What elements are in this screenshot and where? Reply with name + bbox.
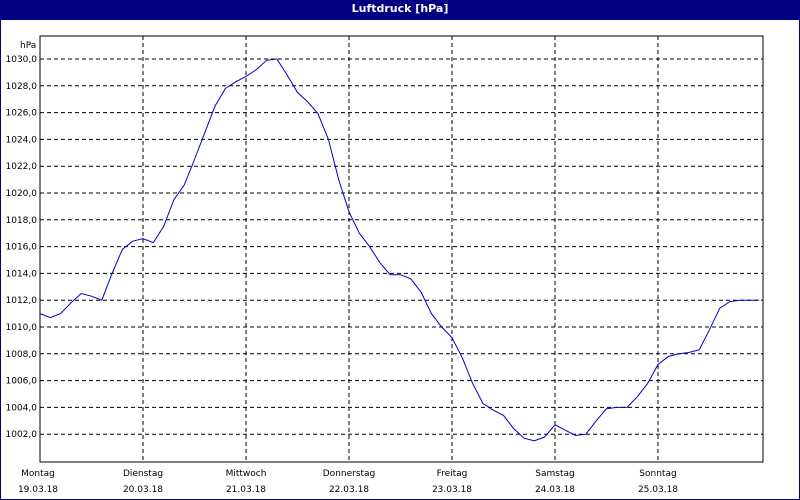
x-tick-day-label: Samstag: [535, 469, 574, 479]
y-axis-unit-label: hPa: [20, 41, 36, 51]
x-tick-date-label: 25.03.18: [638, 485, 678, 495]
y-tick-label: 1014,0: [6, 269, 38, 279]
x-tick-day-label: Mittwoch: [226, 469, 267, 479]
grid: [40, 36, 763, 462]
y-axis-labels: 1030,0 1028,0 1026,0 1024,0 1022,0 1020,0 1018…: [6, 55, 38, 440]
y-tick-label: 1026,0: [6, 109, 38, 119]
y-tick-label: 1002,0: [6, 430, 38, 440]
x-tick-day-label: Montag: [21, 469, 55, 479]
y-tick-label: 1024,0: [6, 135, 38, 145]
plot-area-border: [39, 35, 764, 463]
y-tick-label: 1006,0: [6, 377, 38, 387]
x-tick-day-label: Freitag: [437, 469, 468, 479]
x-tick-date-label: 21.03.18: [226, 485, 266, 495]
y-tick-label: 1010,0: [6, 323, 38, 333]
x-tick-date-label: 24.03.18: [535, 485, 575, 495]
y-tick-label: 1030,0: [6, 55, 38, 65]
y-tick-label: 1022,0: [6, 162, 38, 172]
y-tick-label: 1018,0: [6, 216, 38, 226]
y-tick-label: 1028,0: [6, 82, 38, 92]
x-tick-day-label: Donnerstag: [323, 469, 376, 479]
chart-title: Luftdruck [hPa]: [0, 0, 800, 20]
x-axis-labels: Montag 19.03.18 Dienstag 20.03.18 Mittwoch 21…: [18, 469, 678, 495]
pressure-line: [39, 58, 759, 442]
x-tick-date-label: 23.03.18: [432, 485, 472, 495]
y-tick-label: 1012,0: [6, 296, 38, 306]
x-tick-date-label: 22.03.18: [329, 485, 369, 495]
x-tick-day-label: Dienstag: [123, 469, 163, 479]
y-tick-label: 1020,0: [6, 189, 38, 199]
x-tick-day-label: Sonntag: [639, 469, 676, 479]
x-tick-date-label: 20.03.18: [123, 485, 163, 495]
y-tick-label: 1008,0: [6, 350, 38, 360]
y-tick-label: 1004,0: [6, 403, 38, 413]
x-tick-date-label: 19.03.18: [18, 485, 58, 495]
y-tick-label: 1016,0: [6, 243, 38, 253]
